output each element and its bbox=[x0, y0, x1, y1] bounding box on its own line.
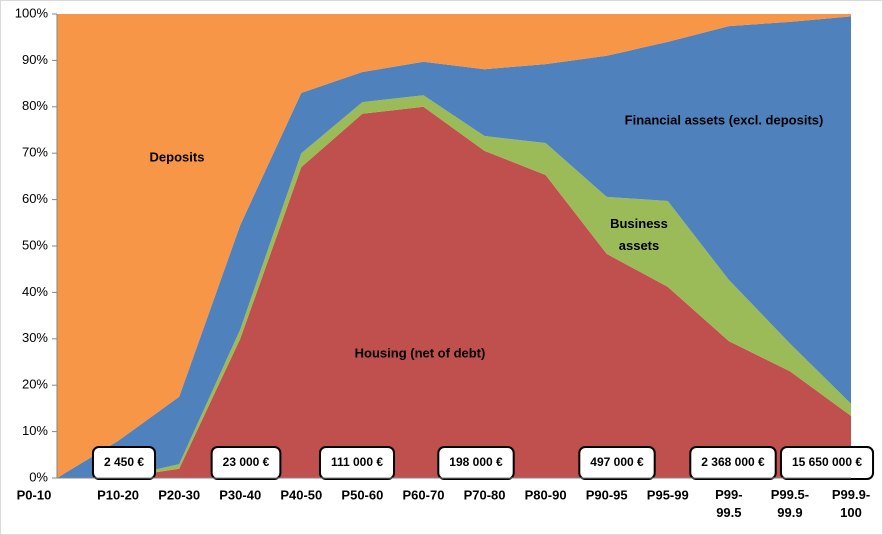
area-label: Deposits bbox=[150, 149, 205, 164]
area-label: Housing (net of debt) bbox=[355, 345, 486, 360]
y-tick-label: 20% bbox=[22, 377, 48, 392]
value-box: 198 000 € bbox=[437, 446, 515, 480]
value-box-frame bbox=[91, 446, 157, 480]
value-box-label: 497 000 € bbox=[590, 455, 644, 469]
value-box: 2 450 € bbox=[91, 446, 157, 480]
y-tick-label: 90% bbox=[22, 52, 48, 67]
value-box-frame bbox=[318, 446, 396, 480]
area bbox=[57, 95, 851, 478]
area bbox=[57, 14, 851, 478]
x-tick-label: P70-80 bbox=[464, 487, 506, 502]
value-box-label: 2 450 € bbox=[104, 455, 144, 469]
area-label: Business assets bbox=[610, 216, 668, 253]
x-tick-label: P10-20 bbox=[97, 487, 139, 502]
x-tick-label-line: 99.5 bbox=[716, 505, 741, 520]
value-box: 23 000 € bbox=[210, 446, 282, 480]
x-tick-label: P20-30 bbox=[158, 487, 200, 502]
area bbox=[57, 16, 851, 478]
y-tick-label: 40% bbox=[22, 284, 48, 299]
x-tick-label: P99- 99.5 bbox=[715, 487, 742, 520]
area bbox=[57, 106, 851, 479]
x-tick-label-line: P99.9- bbox=[832, 487, 870, 502]
value-box-label: 2 368 000 € bbox=[701, 455, 765, 469]
value-box-frame bbox=[578, 446, 656, 480]
value-box-frame bbox=[437, 446, 515, 480]
x-tick-label-line: 100 bbox=[840, 505, 862, 520]
value-box: 15 650 000 € bbox=[779, 446, 875, 480]
y-tick-label: 50% bbox=[22, 237, 48, 252]
y-tick-label: 10% bbox=[22, 423, 48, 438]
x-tick-label: P99.9- 100 bbox=[832, 487, 870, 520]
y-tick-label: 100% bbox=[15, 5, 49, 20]
x-tick-label-line: P99- bbox=[715, 487, 742, 502]
value-box: 2 368 000 € bbox=[689, 446, 777, 480]
y-tick-label: 0% bbox=[29, 469, 48, 484]
value-box: 111 000 € bbox=[318, 446, 396, 480]
y-tick-label: 70% bbox=[22, 145, 48, 160]
value-box-frame bbox=[689, 446, 777, 480]
x-tick-label: P40-50 bbox=[280, 487, 322, 502]
y-tick-label: 80% bbox=[22, 98, 48, 113]
x-tick-label: P0-10 bbox=[17, 487, 52, 502]
value-box: 497 000 € bbox=[578, 446, 656, 480]
x-tick-label-line: 99.9 bbox=[777, 505, 802, 520]
x-tick-label: P60-70 bbox=[403, 487, 445, 502]
value-box-label: 15 650 000 € bbox=[792, 455, 862, 469]
value-box-label: 23 000 € bbox=[223, 455, 270, 469]
value-box-label: 198 000 € bbox=[449, 455, 503, 469]
x-tick-label: P30-40 bbox=[219, 487, 261, 502]
y-tick-label: 30% bbox=[22, 330, 48, 345]
x-tick-label: P50-60 bbox=[341, 487, 383, 502]
area-label-line: Business bbox=[610, 216, 668, 231]
y-tick-label: 60% bbox=[22, 191, 48, 206]
x-tick-label: P90-95 bbox=[586, 487, 628, 502]
x-tick-label-line: P99.5- bbox=[771, 487, 809, 502]
x-tick-label: P99.5- 99.9 bbox=[771, 487, 809, 520]
value-box-frame bbox=[779, 446, 875, 480]
value-box-label: 111 000 € bbox=[331, 455, 383, 469]
area-label-line: assets bbox=[619, 238, 659, 253]
x-tick-label: P95-99 bbox=[647, 487, 689, 502]
value-box-frame bbox=[210, 446, 282, 480]
area-label: Financial assets (excl. deposits) bbox=[625, 112, 824, 127]
x-tick-label: P80-90 bbox=[525, 487, 567, 502]
